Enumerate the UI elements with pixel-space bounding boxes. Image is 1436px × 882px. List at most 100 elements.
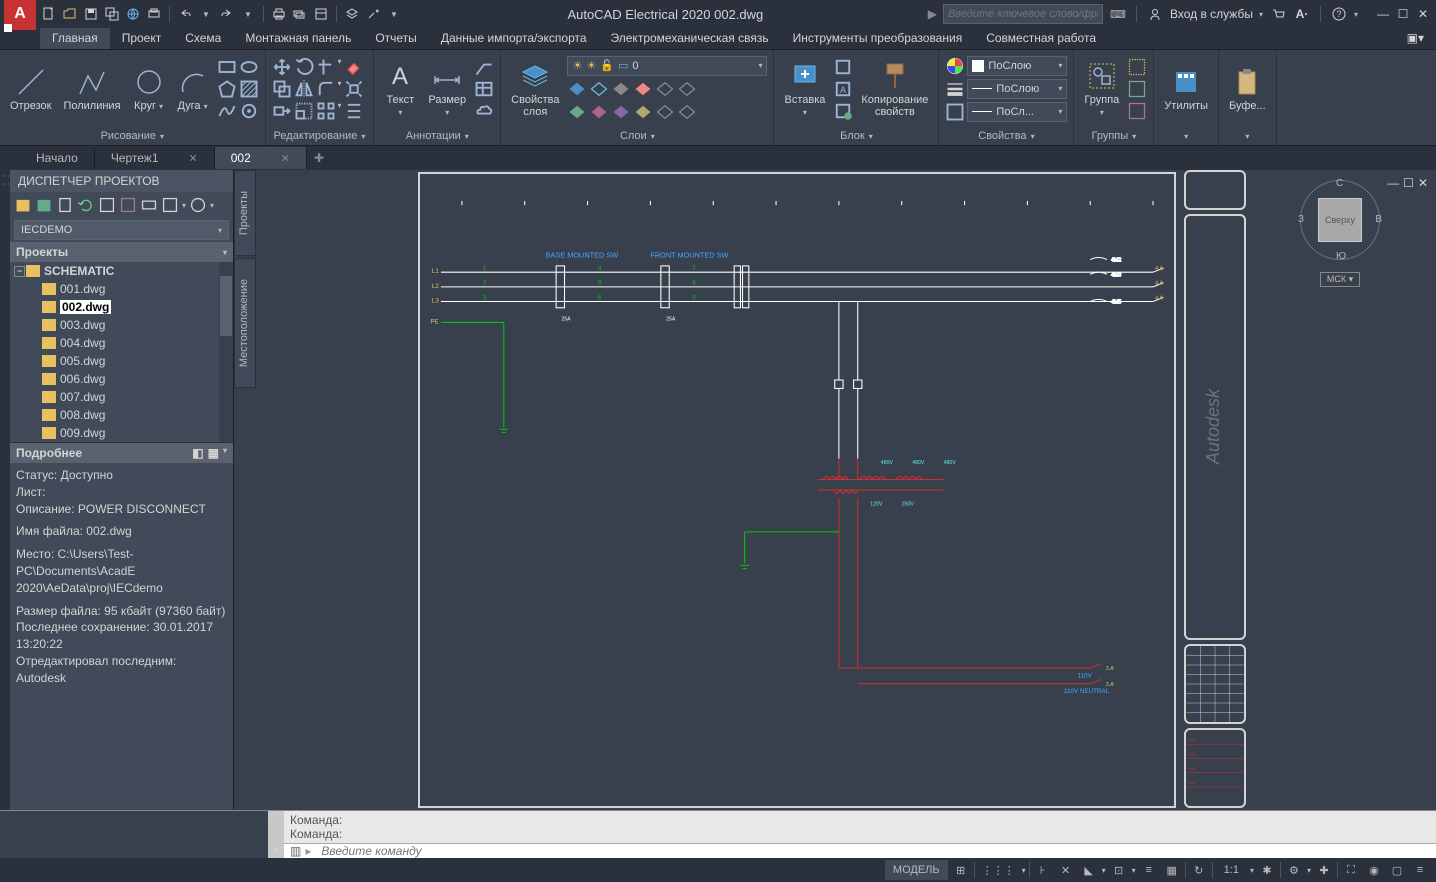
close-icon[interactable]: ✕	[189, 152, 198, 165]
vp-maximize-icon[interactable]: ☐	[1403, 176, 1414, 190]
maximize-icon[interactable]: ☐	[1394, 6, 1412, 22]
app-logo[interactable]: A	[4, 0, 36, 30]
scale-icon[interactable]	[294, 101, 314, 121]
status-isolate-icon[interactable]: ◉	[1364, 860, 1384, 880]
viewcube[interactable]: Сверху С Ю В З	[1300, 180, 1380, 260]
tab-import[interactable]: Данные импорта/экспорта	[429, 28, 599, 49]
pm-new-project-icon[interactable]	[14, 196, 32, 214]
array-icon[interactable]	[316, 101, 336, 121]
dock-handle[interactable]: ⋮⋮	[0, 170, 10, 810]
close-icon[interactable]: ✕	[1414, 6, 1432, 22]
group-button[interactable]: Группа▾	[1080, 58, 1123, 120]
undo-icon[interactable]	[176, 5, 194, 23]
cmd-close-icon[interactable]: ✕	[272, 845, 280, 856]
arc-button[interactable]: Дуга ▾	[173, 64, 213, 114]
wcs-label[interactable]: МСК ▾	[1320, 272, 1360, 287]
status-custom-icon[interactable]: ≡	[1410, 860, 1430, 880]
pm-file-001[interactable]: 001.dwg	[10, 280, 233, 298]
pm-open-project-icon[interactable]	[35, 196, 53, 214]
command-handle[interactable]: ⋮⋮✕	[268, 811, 284, 858]
layer-more1-icon[interactable]	[655, 79, 675, 99]
open-icon[interactable]	[61, 5, 79, 23]
erase-icon[interactable]	[344, 57, 364, 77]
tab-collab[interactable]: Совместная работа	[974, 28, 1108, 49]
explode-icon[interactable]	[344, 79, 364, 99]
pm-file-008[interactable]: 008.dwg	[10, 406, 233, 424]
cart-icon[interactable]	[1269, 5, 1287, 23]
tab-project[interactable]: Проект	[110, 28, 174, 49]
pm-new-dwg-icon[interactable]	[56, 196, 74, 214]
undo-dd-icon[interactable]: ▼	[197, 5, 215, 23]
doc-tab-start[interactable]: Начало	[20, 147, 95, 169]
rect-icon[interactable]	[217, 57, 237, 77]
trim-icon[interactable]	[316, 57, 336, 77]
tab-convert[interactable]: Инструменты преобразования	[781, 28, 975, 49]
line-button[interactable]: Отрезок	[6, 64, 55, 114]
pm-publish-icon[interactable]	[119, 196, 137, 214]
status-iso-icon[interactable]: ◣	[1079, 860, 1099, 880]
pm-file-007[interactable]: 007.dwg	[10, 388, 233, 406]
status-ortho-icon[interactable]: ⊦	[1033, 860, 1053, 880]
tab-home[interactable]: Главная	[40, 28, 110, 49]
vp-close-icon[interactable]: ✕	[1418, 176, 1428, 190]
matchprops-button[interactable]: Копирование свойств	[857, 58, 932, 120]
status-lwt-icon[interactable]: ≡	[1139, 860, 1159, 880]
app-icon[interactable]: A·	[1293, 5, 1311, 23]
status-model-button[interactable]: МОДЕЛЬ	[885, 860, 948, 880]
status-osnap-icon[interactable]: ⊡	[1109, 860, 1129, 880]
lw-icon[interactable]	[945, 79, 965, 99]
doc-tab-drawing1[interactable]: Чертеж1✕	[95, 147, 215, 169]
command-input[interactable]	[317, 844, 1436, 858]
table-icon[interactable]	[474, 79, 494, 99]
vtab-projects[interactable]: Проекты	[234, 170, 256, 256]
hatch-icon[interactable]	[239, 79, 259, 99]
point-icon[interactable]	[239, 101, 259, 121]
search-input[interactable]	[943, 4, 1103, 24]
status-cycle-icon[interactable]: ↻	[1189, 860, 1209, 880]
layout-icon[interactable]	[312, 5, 330, 23]
status-snap-icon[interactable]: ⋮⋮⋮	[978, 860, 1019, 880]
tab-featured[interactable]: ▣▾	[1395, 28, 1436, 49]
keytips-icon[interactable]: ⌨	[1109, 5, 1127, 23]
batch-plot-icon[interactable]	[291, 5, 309, 23]
redo-icon[interactable]	[218, 5, 236, 23]
status-monitor-icon[interactable]: ✚	[1314, 860, 1334, 880]
dim-button[interactable]: Размер▾	[424, 58, 470, 120]
status-annoscale-icon[interactable]: ✱	[1257, 860, 1277, 880]
user-icon[interactable]	[1146, 5, 1164, 23]
pm-file-002[interactable]: 002.dwg	[10, 298, 233, 316]
linetype-combo[interactable]: ПоСл...▾	[967, 102, 1067, 122]
clipboard-button[interactable]: Буфе...	[1225, 64, 1270, 114]
ungroup-icon[interactable]	[1127, 57, 1147, 77]
status-scale[interactable]: 1:1	[1216, 860, 1247, 880]
redo-dd-icon[interactable]: ▼	[239, 5, 257, 23]
pm-projects-header[interactable]: Проекты▾	[10, 242, 233, 262]
layer-b2-icon[interactable]	[589, 102, 609, 122]
login-label[interactable]: Вход в службы	[1170, 7, 1253, 21]
tool-icon[interactable]	[364, 5, 382, 23]
layer-icon[interactable]	[343, 5, 361, 23]
block-create-icon[interactable]	[833, 101, 853, 121]
layer-combo[interactable]: ☀☀🔓▭0▾	[567, 56, 767, 76]
layer-b1-icon[interactable]	[567, 102, 587, 122]
drawing-canvas[interactable]: BASE MOUNTED SW FRONT MOUNTED SW 123 456…	[258, 172, 1176, 808]
status-ws-icon[interactable]: ⚙	[1284, 860, 1304, 880]
status-grid-icon[interactable]: ⊞	[951, 860, 971, 880]
insert-button[interactable]: Вставка▾	[780, 58, 829, 120]
leader-icon[interactable]	[474, 57, 494, 77]
status-clean-icon[interactable]: ▢	[1387, 860, 1407, 880]
pm-file-009[interactable]: 009.dwg	[10, 424, 233, 442]
lineweight-combo[interactable]: ПоСлою▾	[967, 79, 1067, 99]
pm-project-combo[interactable]: IECDEMO▾	[14, 220, 229, 240]
print-icon[interactable]	[270, 5, 288, 23]
qat-dd-icon[interactable]: ▼	[385, 5, 403, 23]
group-bb-icon[interactable]	[1127, 101, 1147, 121]
web-icon[interactable]	[124, 5, 142, 23]
mirror-icon[interactable]	[294, 79, 314, 99]
save-icon[interactable]	[82, 5, 100, 23]
block-attr-icon[interactable]: A	[833, 79, 853, 99]
circle-button[interactable]: Круг ▾	[129, 64, 169, 114]
rotate-icon[interactable]	[294, 57, 314, 77]
lt-icon[interactable]	[945, 102, 965, 122]
layer-freeze-icon[interactable]	[589, 79, 609, 99]
